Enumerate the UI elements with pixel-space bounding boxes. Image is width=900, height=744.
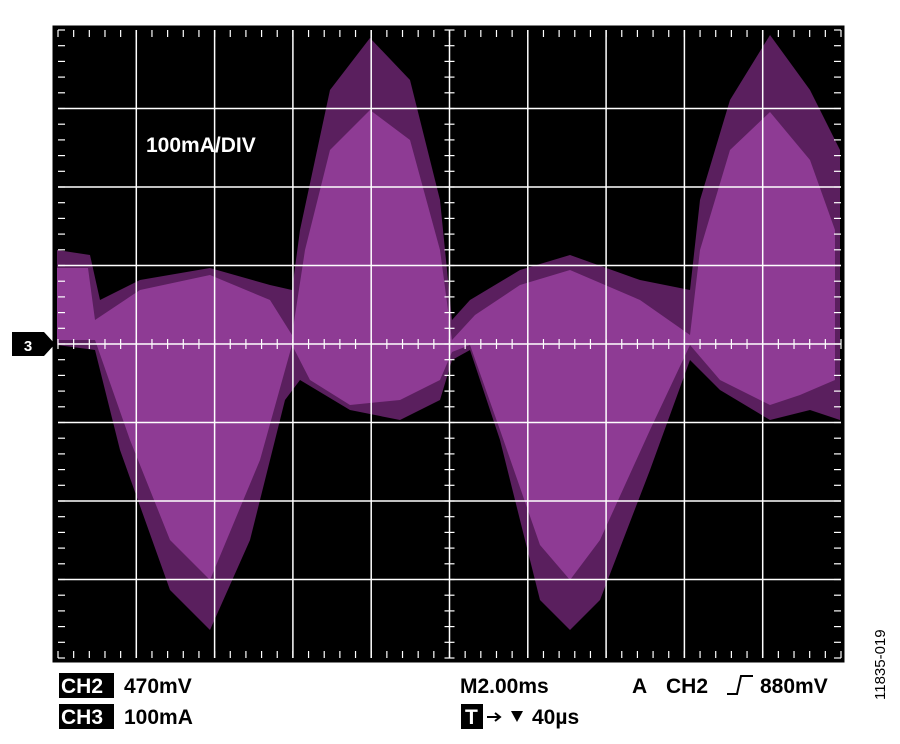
ch3-scale: 100mA — [124, 706, 193, 729]
timebase: M2.00ms — [460, 675, 549, 698]
waveform — [57, 35, 840, 630]
trigger-arrow — [487, 712, 502, 722]
ch2-label: CH2 — [61, 675, 103, 698]
ch2-badge — [59, 673, 114, 698]
ch3-badge — [59, 704, 114, 729]
trigger-position: 40µs — [532, 706, 579, 729]
trigger-down-icon — [511, 711, 523, 722]
channel-marker-arrow — [12, 332, 55, 356]
trigger-level: 880mV — [760, 675, 828, 698]
trigger-source: CH2 — [666, 675, 708, 698]
trigger-slope-icon — [727, 675, 753, 695]
figure-id: 11835-019 — [872, 629, 889, 700]
ch3-label: CH3 — [61, 706, 103, 729]
trigger-mode: A — [632, 675, 647, 698]
graticule — [57, 29, 842, 659]
ch2-scale: 470mV — [124, 675, 192, 698]
trigger-badge — [461, 704, 483, 729]
scale-label: 100mA/DIV — [146, 134, 256, 157]
channel-marker: 3 — [24, 338, 32, 355]
trigger-marker: T — [465, 706, 478, 729]
